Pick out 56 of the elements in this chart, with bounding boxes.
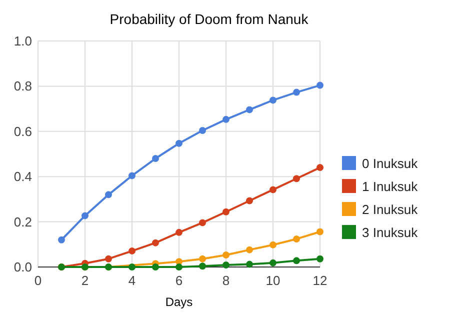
y-tick-label: 0.0 (14, 260, 32, 274)
x-tick-label: 8 (222, 273, 230, 288)
point (270, 96, 276, 104)
point (316, 255, 324, 262)
point (246, 246, 253, 254)
x-tick-label: 12 (312, 273, 328, 288)
point (199, 262, 206, 270)
point (222, 261, 230, 268)
point (199, 219, 206, 226)
legend-label: 0 Inuksuk (362, 156, 418, 171)
point (105, 255, 112, 262)
y-tick-label: 0.8 (14, 78, 32, 94)
legend-label: 1 Inuksuk (362, 179, 418, 194)
point (293, 235, 300, 242)
point (316, 82, 324, 89)
x-axis-title: Days (165, 295, 193, 309)
legend-label: 3 Inuksuk (362, 225, 418, 240)
x-tick-label: 6 (175, 273, 183, 288)
point (246, 197, 253, 204)
legend-label: 2 Inuksuk (362, 202, 418, 217)
chart-title: Probability of Doom from Nanuk (110, 11, 310, 27)
point (105, 191, 112, 198)
point (246, 260, 253, 268)
point (152, 239, 159, 246)
point (316, 164, 324, 172)
x-tick-label: 4 (128, 273, 136, 288)
point (128, 264, 136, 270)
point (82, 212, 88, 220)
point (152, 155, 159, 162)
y-tick-label: 0.2 (14, 214, 32, 230)
point (270, 186, 276, 194)
point (246, 106, 253, 114)
point (270, 259, 276, 266)
y-tick-label: 0.4 (14, 169, 32, 184)
point (176, 228, 182, 236)
point (128, 247, 136, 254)
point (222, 252, 230, 259)
point (58, 236, 65, 244)
x-tick-label: 10 (266, 273, 280, 288)
point (199, 126, 206, 134)
point (176, 264, 182, 270)
point (293, 257, 300, 264)
point (293, 88, 300, 96)
y-tick-label: 0.6 (14, 124, 32, 139)
x-tick-label: 0 (34, 273, 42, 288)
point (176, 140, 182, 147)
point (152, 264, 159, 270)
point (199, 255, 206, 262)
point (128, 172, 136, 180)
y-tick-label: 1.0 (14, 34, 32, 48)
point (293, 175, 300, 182)
x-tick-label: 2 (81, 273, 89, 288)
point (222, 208, 230, 216)
point (316, 228, 324, 236)
point (270, 241, 276, 248)
point (222, 116, 230, 123)
